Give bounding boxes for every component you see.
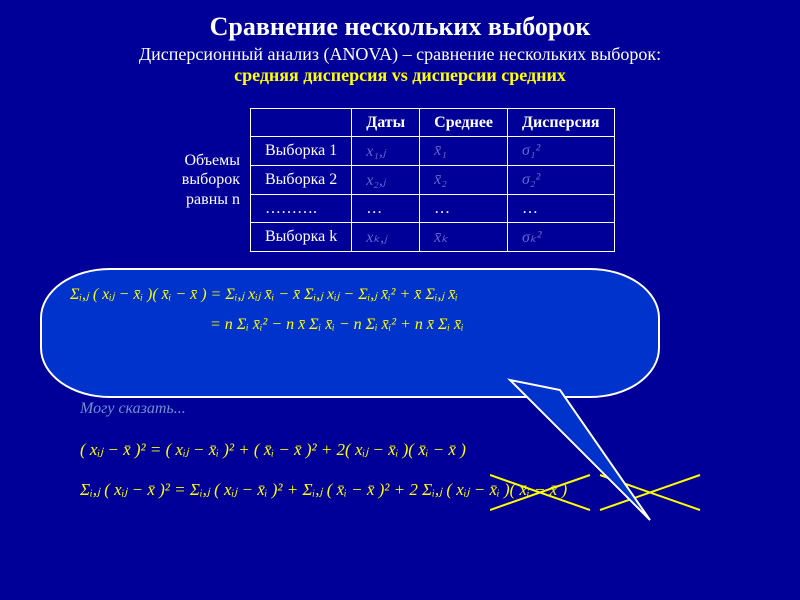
table-cell: … xyxy=(420,195,508,223)
table-row: Выборка 1 x₁,ⱼ x̄₁ σ₁² xyxy=(251,137,615,166)
table-cell: … xyxy=(508,195,615,223)
slide-subtitle: Дисперсионный анализ (ANOVA) – сравнение… xyxy=(0,44,800,65)
side-label-line: Объемы xyxy=(160,151,240,170)
bubble-formula-line: = n Σᵢ x̄ᵢ² − n x̄ Σᵢ x̄ᵢ − n Σᵢ x̄ᵢ² + … xyxy=(70,316,630,334)
side-label-line: выборок xyxy=(160,170,240,189)
table-cell: Выборка 1 xyxy=(251,137,352,166)
data-table: Даты Среднее Дисперсия Выборка 1 x₁,ⱼ x̄… xyxy=(250,108,615,252)
highlight-text: средняя дисперсия vs дисперсии средних xyxy=(0,65,800,86)
table-header: Даты xyxy=(352,109,420,137)
table-cell: x̄ₖ xyxy=(420,223,508,252)
table-row: ………. … … … xyxy=(251,195,615,223)
table-cell: x₁,ⱼ xyxy=(352,137,420,166)
formula-line: ( xᵢⱼ − x̄ )² = ( xᵢⱼ − x̄ᵢ )² + ( x̄ᵢ −… xyxy=(80,440,466,460)
table-area: Объемы выборок равны n Даты Среднее Дисп… xyxy=(160,108,615,252)
slide-title: Сравнение нескольких выборок xyxy=(0,0,800,42)
table-header xyxy=(251,109,352,137)
table-cell: x₂,ⱼ xyxy=(352,166,420,195)
table-cell: x̄₁ xyxy=(420,137,508,166)
table-cell: xₖ,ⱼ xyxy=(352,223,420,252)
table-cell: σ₁² xyxy=(508,137,615,166)
table-header: Дисперсия xyxy=(508,109,615,137)
table-cell: Выборка 2 xyxy=(251,166,352,195)
table-header-row: Даты Среднее Дисперсия xyxy=(251,109,615,137)
bubble-tail-icon xyxy=(470,360,670,540)
bubble-formula-line: Σᵢ,ⱼ ( xᵢⱼ − x̄ᵢ )( x̄ᵢ − x̄ ) = Σᵢ,ⱼ xᵢ… xyxy=(70,284,630,304)
table-cell: ………. xyxy=(251,195,352,223)
table-cell: Выборка k xyxy=(251,223,352,252)
table-cell: x̄₂ xyxy=(420,166,508,195)
side-label-line: равны n xyxy=(160,190,240,209)
table-cell: … xyxy=(352,195,420,223)
table-row: Выборка 2 x₂,ⱼ x̄₂ σ₂² xyxy=(251,166,615,195)
table-header: Среднее xyxy=(420,109,508,137)
table-row: Выборка k xₖ,ⱼ x̄ₖ σₖ² xyxy=(251,223,615,252)
table-cell: σₖ² xyxy=(508,223,615,252)
side-label: Объемы выборок равны n xyxy=(160,151,240,209)
partial-text: Могу сказать... xyxy=(80,400,186,418)
table-cell: σ₂² xyxy=(508,166,615,195)
